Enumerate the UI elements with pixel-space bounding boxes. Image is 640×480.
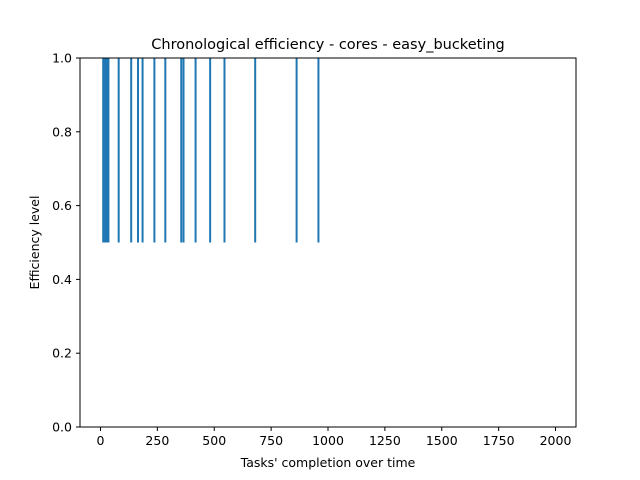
x-tick-label-5: 1250 [369, 433, 401, 448]
chart-title: Chronological efficiency - cores - easy_… [151, 37, 504, 53]
x-tick-label-2: 500 [202, 433, 226, 448]
series-layer [102, 58, 320, 243]
x-tick-label-7: 1750 [483, 433, 515, 448]
x-tick-label-8: 2000 [540, 433, 572, 448]
x-axis: 0 250 500 750 1000 1250 1500 1750 2000 [97, 427, 572, 448]
y-axis: 0.0 0.2 0.4 0.6 0.8 1.0 [52, 51, 80, 435]
y-tick-label-2: 0.4 [52, 272, 72, 287]
y-tick-label-1: 0.2 [52, 346, 72, 361]
x-tick-label-3: 750 [259, 433, 283, 448]
y-tick-label-3: 0.6 [52, 198, 72, 213]
y-axis-label: Efficiency level [27, 196, 42, 290]
y-tick-label-0: 0.0 [52, 420, 72, 435]
y-tick-label-5: 1.0 [52, 51, 72, 66]
y-tick-label-4: 0.8 [52, 124, 72, 139]
x-tick-label-6: 1500 [426, 433, 458, 448]
x-axis-label: Tasks' completion over time [240, 455, 416, 470]
x-tick-label-1: 250 [145, 433, 169, 448]
x-tick-label-0: 0 [97, 433, 105, 448]
x-tick-label-4: 1000 [312, 433, 344, 448]
